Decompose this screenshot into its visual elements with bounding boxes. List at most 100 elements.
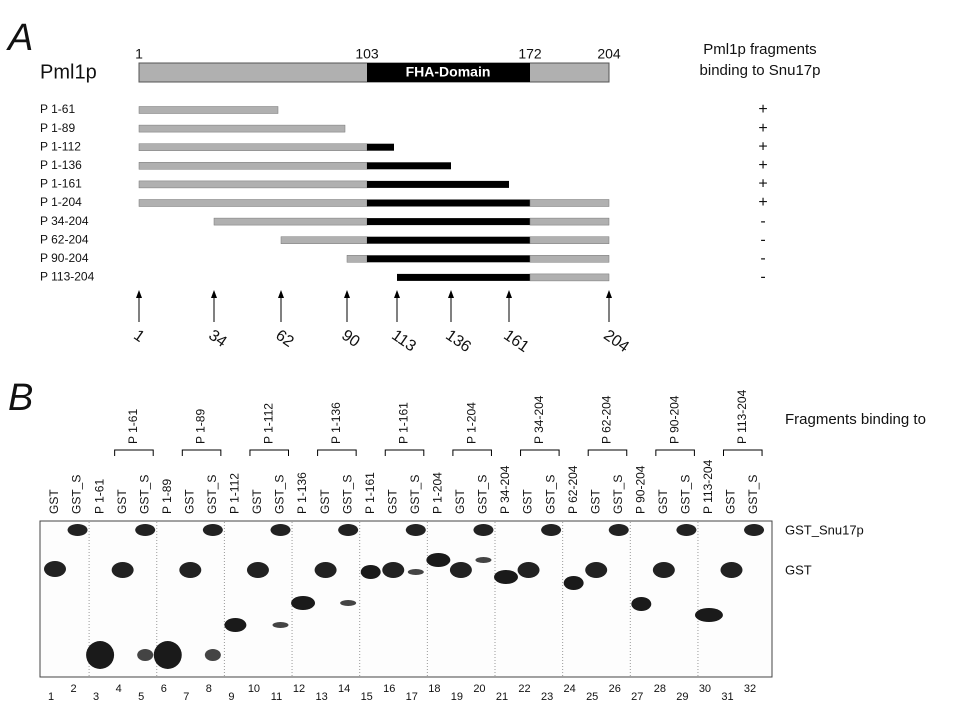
gel-band [676,524,696,536]
lane-label: P 90-204 [633,465,647,514]
binding-result: - [760,231,765,248]
gel-band [44,561,66,577]
fragment-bar [139,125,345,132]
domain-label: FHA-Domain [406,64,491,80]
arrow-head [606,290,612,298]
arrow-label: 1 [130,327,147,346]
lane-label: GST_S [746,475,760,514]
arrow-head [136,290,142,298]
group-header: P 1-112 [261,403,275,444]
gel-band [137,649,153,661]
fragment-name: P 34-204 [40,214,89,228]
panel-label: B [8,377,33,419]
fragment-name: P 1-161 [40,177,82,191]
fragment-bar [367,200,530,207]
lane-label: P 1-112 [228,473,242,514]
fragment-bar [139,107,278,114]
panel-label: A [6,17,33,59]
gel-band [68,524,88,536]
fragment-bar [397,274,530,281]
arrow-label: 204 [600,327,632,356]
lane-label: GST_S [611,475,625,514]
lane-number: 9 [228,691,234,703]
lane-number: 4 [116,683,122,695]
figure: A Pml1p FHA-Domain Pml1p fragments bindi… [0,0,970,703]
fragment-bar [139,162,367,169]
gel-band [361,565,381,579]
gel-band [450,562,472,578]
lane-label: GST [453,489,467,514]
fragment-bar [530,255,609,262]
lane-label: P 1-61 [92,479,106,514]
lane-number: 12 [293,683,305,695]
band-label: GST_Snu17p [785,522,864,537]
group-bracket [115,450,154,456]
lane-number: 27 [631,691,643,703]
gel-band [653,562,675,578]
gel-band [291,596,315,610]
binding-result: + [758,120,767,137]
fragment-bar [530,218,609,225]
lane-number: 26 [609,683,621,695]
lane-number: 13 [315,691,327,703]
group-header: P 34-204 [532,395,546,444]
fragment-bar [530,237,609,244]
fragment-bar [367,237,530,244]
gel-band [494,570,518,584]
arrow-label: 90 [338,327,362,351]
gel-band [518,562,540,578]
panel-title: Fragments binding to [785,411,926,428]
fragment-name: P 1-204 [40,195,82,209]
lane-label: GST_S [273,475,287,514]
binding-result: + [758,176,767,193]
arrow-head [394,290,400,298]
group-header: P 90-204 [667,395,681,444]
lane-number: 23 [541,691,553,703]
band-label: GST [785,562,812,577]
gel-band [406,524,426,536]
fragment-bar [367,255,530,262]
group-header: P 1-204 [464,402,478,444]
arrow-head [506,290,512,298]
lane-label: P 113-204 [701,459,715,514]
gel-band [247,562,269,578]
arrow-head [448,290,454,298]
group-header: P 113-204 [735,389,749,444]
group-bracket [588,450,627,456]
lane-number: 22 [518,683,530,695]
fragment-name: P 1-89 [40,121,75,135]
arrow-label: 161 [500,327,532,356]
lane-number: 8 [206,683,212,695]
gel-band [541,524,561,536]
group-bracket [250,450,289,456]
fragment-name: P 1-61 [40,102,75,116]
position-label: 1 [135,46,143,62]
lane-label: GST [250,489,264,514]
arrow-head [211,290,217,298]
binding-header: binding to Snu17p [700,62,821,79]
binding-header: Pml1p fragments [703,41,816,58]
lane-label: GST_S [679,475,693,514]
binding-result: + [758,138,767,155]
group-bracket [724,450,763,456]
binding-result: - [760,269,765,286]
gel-band [203,524,223,536]
fragment-name: P 113-204 [40,270,95,284]
fragment-bar [530,274,609,281]
group-header: P 1-161 [397,402,411,444]
lane-number: 10 [248,683,260,695]
gel-band [744,524,764,536]
gel-band [273,622,289,628]
lane-label: P 62-204 [566,465,580,514]
lane-number: 16 [383,683,395,695]
binding-result: + [758,101,767,118]
lane-label: P 1-136 [295,472,309,514]
fragment-bar [139,181,367,188]
gel-band [338,524,358,536]
group-bracket [521,450,560,456]
fragment-bar [347,255,367,262]
fragment-bar [214,218,367,225]
lane-number: 3 [93,691,99,703]
fragment-name: P 1-112 [40,139,81,153]
fragment-name: P 1-136 [40,158,82,172]
